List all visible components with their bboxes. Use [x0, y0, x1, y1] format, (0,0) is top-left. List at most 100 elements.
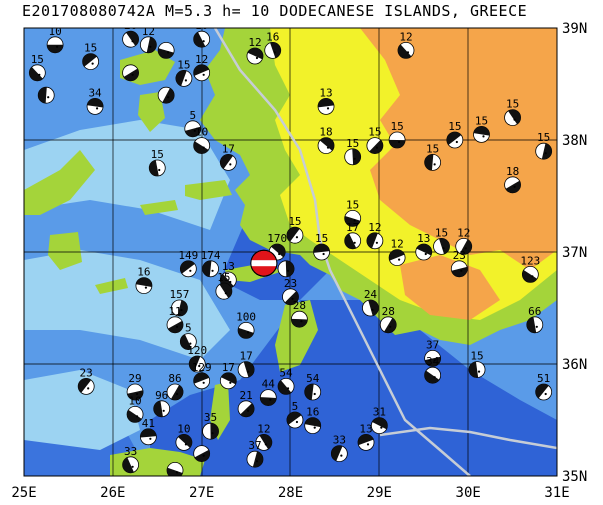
focal-mechanism[interactable]: 17	[237, 350, 255, 379]
focal-mechanism[interactable]: 10	[193, 19, 211, 48]
focal-mechanism[interactable]: 15	[424, 142, 442, 171]
focal-mechanism[interactable]	[193, 445, 211, 463]
focal-mechanism[interactable]: 15	[433, 226, 450, 255]
focal-mechanism[interactable]	[37, 86, 55, 104]
focal-mechanism[interactable]: 5	[184, 109, 202, 138]
focal-mechanism[interactable]: 15	[504, 98, 521, 126]
focal-mechanism[interactable]: 13	[317, 86, 335, 115]
focal-mechanism[interactable]: 37	[424, 338, 442, 367]
focal-mechanism[interactable]: 174	[201, 249, 221, 278]
focal-mechanism[interactable]: 24	[362, 288, 379, 317]
focal-mechanism[interactable]: 12	[455, 226, 473, 255]
focal-mechanism[interactable]: 149	[178, 249, 198, 278]
focal-mechanism[interactable]: 10	[126, 394, 144, 423]
focal-mechanism[interactable]: 54	[277, 366, 295, 395]
naxos-island	[48, 232, 82, 270]
mechanism-compression-quadrant	[397, 44, 412, 59]
focal-mechanism[interactable]: 123	[520, 254, 540, 283]
focal-mechanism[interactable]: 10	[193, 126, 211, 155]
focal-mechanism[interactable]: 16	[264, 30, 282, 59]
focal-mechanism[interactable]: 28	[379, 305, 397, 334]
focal-mechanism[interactable]: 15	[446, 120, 464, 149]
focal-mechanism[interactable]: 54	[304, 372, 322, 401]
focal-mechanism[interactable]: 33	[330, 434, 348, 463]
focal-mechanism[interactable]: 23	[77, 366, 95, 395]
focal-mechanism[interactable]: 157	[170, 288, 190, 317]
focal-mechanism[interactable]: 12	[139, 25, 157, 54]
focal-mechanism[interactable]	[122, 64, 140, 82]
focal-mechanism[interactable]: 33	[122, 445, 140, 474]
focal-mechanism[interactable]: 12	[246, 36, 264, 65]
focal-mechanism[interactable]: 100	[236, 310, 256, 339]
focal-mechanism[interactable]	[157, 42, 175, 59]
focal-mechanism[interactable]: 120	[187, 344, 207, 373]
focal-mechanism[interactable]: 96	[153, 389, 171, 418]
focal-mechanism[interactable]: 15	[215, 271, 233, 300]
focal-mechanism[interactable]: 15	[344, 198, 362, 227]
focal-mechanism[interactable]: 12	[255, 422, 273, 451]
focal-mechanism[interactable]: 12	[193, 53, 211, 82]
focal-mechanism[interactable]: 16	[135, 266, 153, 295]
focal-mechanism[interactable]: 15	[344, 137, 362, 166]
focal-mechanism[interactable]: 66	[526, 305, 544, 334]
focal-mechanism[interactable]: 10	[46, 25, 64, 54]
focal-mechanism[interactable]: 23	[450, 249, 468, 278]
focal-mechanism[interactable]: 12	[388, 238, 406, 267]
focal-mechanism[interactable]: 29	[126, 372, 144, 401]
focal-mechanism[interactable]: 15	[366, 126, 384, 155]
focal-mechanism[interactable]: 15	[388, 120, 406, 149]
focal-mechanism[interactable]: 18	[504, 165, 521, 194]
focal-mechanism[interactable]: 15	[28, 53, 46, 82]
focal-mechanism[interactable]: 17	[344, 221, 362, 250]
mechanism-pole	[202, 73, 205, 76]
focal-mechanism[interactable]: 21	[237, 389, 255, 418]
focal-mechanism[interactable]: 37	[246, 439, 264, 468]
focal-mechanism[interactable]: 15	[468, 350, 486, 379]
focal-mechanism[interactable]: 5	[286, 400, 304, 429]
focal-mechanism[interactable]: 34	[424, 355, 442, 384]
focal-mechanism[interactable]	[166, 462, 184, 478]
focal-mechanism[interactable]: 34	[86, 86, 104, 115]
focal-mechanism[interactable]: 86	[166, 372, 184, 401]
focal-mechanism[interactable]: 15	[313, 232, 330, 261]
focal-mechanism[interactable]: 17	[219, 361, 237, 390]
focal-mechanism[interactable]	[277, 260, 295, 278]
mechanism-pole	[264, 443, 267, 446]
focal-mechanism[interactable]: 44	[259, 378, 277, 407]
focal-mechanism[interactable]: 11	[166, 305, 184, 334]
focal-mechanism[interactable]: 20	[122, 19, 140, 48]
focal-mechanism[interactable]: 41	[139, 417, 157, 446]
focal-mechanism[interactable]: 51	[535, 372, 553, 401]
mechanism-pole	[255, 56, 259, 60]
focal-mechanism[interactable]: 18	[317, 126, 335, 155]
main-event-mechanism[interactable]	[250, 249, 278, 277]
focal-mechanism[interactable]: 28	[290, 299, 308, 328]
focal-mechanism[interactable]: 17	[219, 142, 237, 171]
focal-mechanism[interactable]: 13	[357, 422, 375, 451]
focal-mechanism[interactable]: 15	[473, 114, 490, 143]
mechanism-depth-label: 15	[346, 137, 359, 150]
focal-mechanism[interactable]: 15	[286, 215, 304, 244]
mechanism-depth-label: 123	[520, 254, 540, 267]
focal-mechanism[interactable]: 129	[192, 361, 212, 390]
focal-mechanism[interactable]: 31	[370, 406, 388, 435]
focal-mechanism[interactable]: 13	[219, 260, 237, 289]
mechanism-depth-label: 15	[346, 198, 359, 211]
focal-mechanism[interactable]: 16	[304, 406, 322, 435]
focal-mechanism[interactable]: 13	[415, 232, 433, 261]
focal-mechanism[interactable]	[157, 86, 175, 104]
focal-mechanism[interactable]: 15	[175, 58, 193, 87]
focal-mechanism[interactable]: 12	[397, 30, 415, 59]
mechanism-compression-quadrant	[47, 44, 64, 53]
focal-mechanism[interactable]: 35	[202, 411, 219, 440]
focal-mechanism[interactable]: 15	[82, 42, 100, 70]
focal-mechanism[interactable]: 170	[267, 232, 287, 261]
focal-mechanism[interactable]: 12	[366, 221, 384, 250]
focal-mechanism[interactable]: 23	[282, 277, 299, 306]
mechanism-compression-quadrant	[146, 36, 157, 53]
focal-mechanism[interactable]: 15	[535, 131, 553, 160]
focal-mechanism[interactable]: 10	[175, 422, 193, 451]
x-tick-label: 27E	[189, 485, 214, 501]
focal-mechanism[interactable]: 15	[148, 148, 166, 177]
focal-mechanism[interactable]: 5	[179, 322, 197, 351]
